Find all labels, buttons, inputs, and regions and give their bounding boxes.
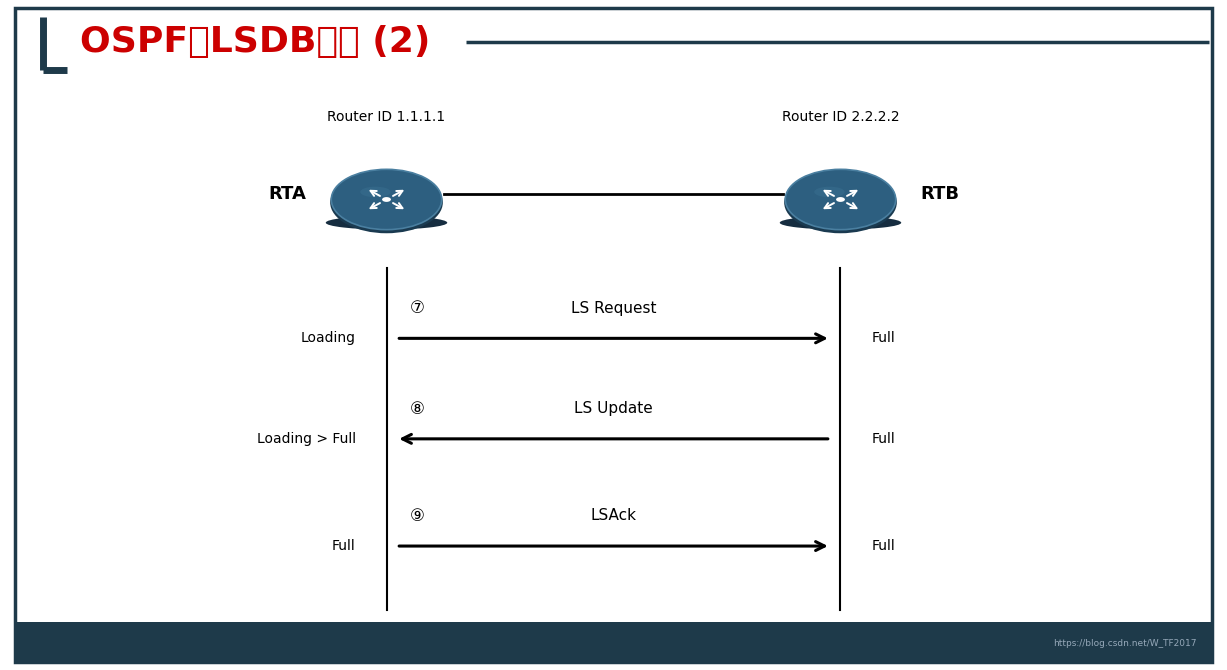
Circle shape (836, 197, 845, 202)
Text: Router ID 1.1.1.1: Router ID 1.1.1.1 (328, 110, 445, 124)
FancyBboxPatch shape (15, 622, 1212, 662)
Circle shape (785, 170, 896, 230)
Ellipse shape (815, 187, 844, 197)
Text: ⑧: ⑧ (410, 400, 425, 417)
Circle shape (382, 197, 391, 202)
Text: LS Request: LS Request (571, 301, 656, 316)
Text: ⑨: ⑨ (410, 507, 425, 525)
Text: Loading: Loading (301, 332, 356, 345)
Text: https://blog.csdn.net/W_TF2017: https://blog.csdn.net/W_TF2017 (1053, 639, 1196, 648)
Text: ⑦: ⑦ (410, 299, 425, 317)
Text: Router ID 2.2.2.2: Router ID 2.2.2.2 (782, 110, 899, 124)
Ellipse shape (326, 216, 447, 230)
Text: Loading > Full: Loading > Full (256, 432, 356, 446)
Text: RTA: RTA (269, 186, 307, 203)
Ellipse shape (780, 216, 901, 230)
Text: Full: Full (333, 539, 356, 553)
Circle shape (784, 172, 897, 233)
Text: Full: Full (871, 332, 894, 345)
Circle shape (331, 170, 442, 230)
Text: Full: Full (871, 432, 894, 446)
Text: RTB: RTB (920, 186, 960, 203)
Text: OSPF的LSDB同步 (2): OSPF的LSDB同步 (2) (80, 25, 431, 58)
Ellipse shape (361, 187, 390, 197)
Circle shape (330, 172, 443, 233)
Text: LSAck: LSAck (590, 509, 637, 523)
FancyBboxPatch shape (15, 8, 1212, 662)
Text: LS Update: LS Update (574, 401, 653, 416)
Text: Full: Full (871, 539, 894, 553)
